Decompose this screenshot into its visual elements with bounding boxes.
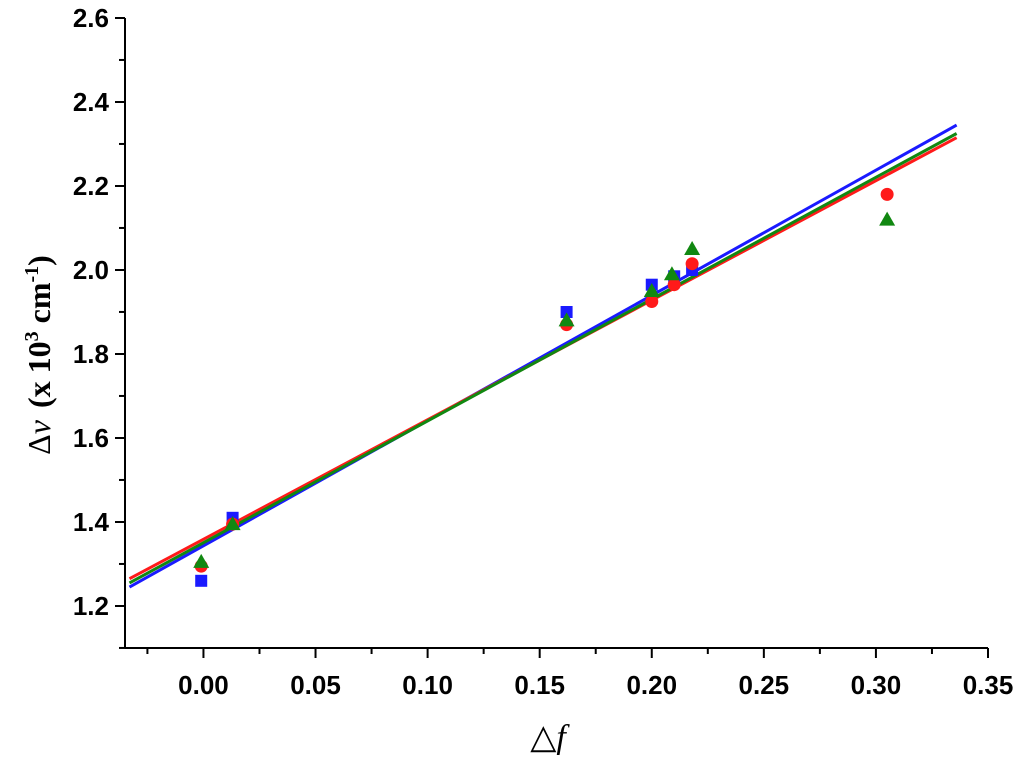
y-tick-label: 1.2 [73, 591, 109, 621]
axes [115, 17, 989, 658]
y-tick-label: 1.4 [73, 507, 110, 537]
y-tick-label: 2.6 [73, 3, 109, 33]
triangle-marker [558, 312, 575, 327]
x-tick-label: 0.15 [514, 670, 565, 700]
square-fit-line [128, 123, 958, 589]
triangle-marker [193, 553, 210, 568]
y-axis-title: Δv(x 103 cm-1) [21, 255, 57, 455]
y-tick-label: 1.6 [73, 423, 109, 453]
fit-lines [128, 123, 958, 589]
y-tick-label: 2.0 [73, 255, 109, 285]
y-tick-label: 2.4 [73, 87, 110, 117]
triangle-marker [643, 283, 660, 297]
circle-marker [685, 257, 699, 271]
x-tick-label: 0.30 [851, 670, 902, 700]
triangle-marker [879, 211, 896, 226]
y-tick-label: 1.8 [73, 339, 109, 369]
circle-marker [880, 187, 894, 201]
x-tick-label: 0.00 [178, 670, 229, 700]
triangle-marker [224, 516, 241, 531]
y-tick-label: 2.2 [73, 171, 109, 201]
x-tick-label: 0.05 [290, 670, 341, 700]
circle-marker [645, 295, 659, 308]
square-marker [560, 306, 573, 318]
triangle-marker [663, 266, 680, 281]
square-marker [195, 574, 208, 587]
x-tick-label: 0.20 [626, 670, 677, 700]
x-tick-label: 0.35 [963, 670, 1014, 700]
circle-marker [667, 278, 681, 292]
x-tick-label: 0.25 [739, 670, 790, 700]
x-axis-title: △f [530, 719, 570, 756]
triangle-fit-line [128, 132, 958, 585]
tick-labels: 0.00 0.05 0.10 0.15 0.20 0.25 0.30 0.35 1.2 1.4 1.… [73, 3, 1013, 700]
x-tick-label: 0.10 [402, 670, 453, 700]
triangle-marker [684, 241, 701, 255]
data-points [193, 187, 896, 587]
